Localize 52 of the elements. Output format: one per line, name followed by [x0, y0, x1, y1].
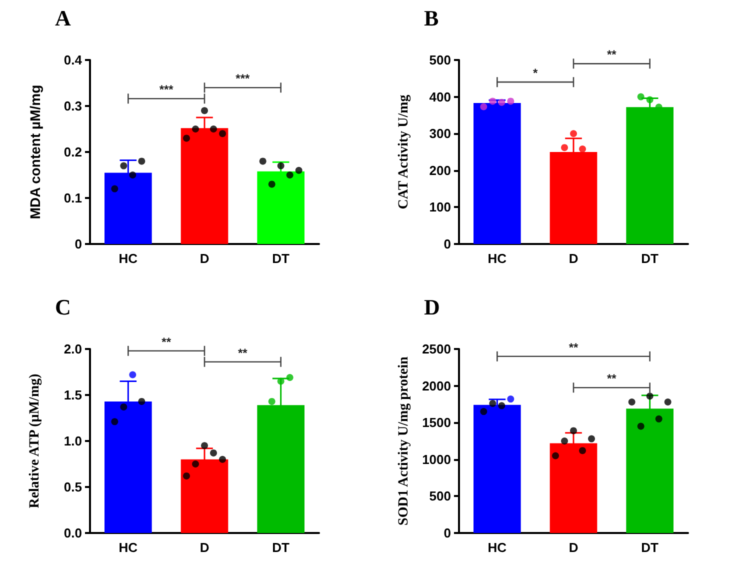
y-tick-label: 500 — [429, 488, 451, 504]
x-tick-label: HC — [118, 540, 138, 555]
y-tick-label: 300 — [429, 126, 451, 142]
chart-title: B — [424, 6, 439, 30]
y-tick-label: 0.0 — [64, 526, 82, 540]
annotation: ** — [606, 48, 617, 62]
y-tick-label: 0 — [444, 526, 451, 540]
chart-title: C — [55, 294, 71, 320]
x-tick-label: D — [568, 540, 578, 555]
annotation: *** — [159, 82, 174, 97]
text: ** — [162, 334, 172, 349]
y-tick-label: 2500 — [422, 342, 451, 356]
y-tick-label: 400 — [429, 89, 451, 104]
bar — [474, 103, 521, 244]
y-tick-label: 2000 — [422, 378, 451, 394]
y-tick-label: 0.2 — [64, 144, 82, 160]
bar — [257, 171, 304, 244]
x-tick-label: DT — [641, 251, 659, 266]
annotation: ** — [568, 340, 578, 354]
y-tick-label: 0.4 — [64, 52, 83, 68]
y-tick-label: 1.5 — [64, 388, 82, 402]
x-tick-label: HC — [488, 251, 508, 266]
x-tick-label: D — [200, 251, 210, 266]
y-axis-title: CAT Activity U/mg — [396, 94, 412, 210]
y-axis-title: MDA content µM/mg — [27, 84, 43, 220]
y-tick-label: 0.5 — [64, 480, 82, 494]
y-tick-label: 500 — [429, 52, 451, 68]
y-tick-label: 1500 — [422, 415, 451, 430]
y-tick-label: 0.1 — [64, 190, 82, 206]
y-tick-label: 0 — [74, 236, 82, 252]
x-tick-label: DT — [272, 540, 290, 555]
y-tick-label: 0 — [444, 236, 451, 252]
y-axis-title: SOD1 Activity U/mg protein — [396, 356, 412, 526]
annotation: ** — [606, 372, 617, 386]
y-tick-label: 1.0 — [64, 434, 82, 448]
annotation: * — [532, 66, 538, 80]
y-tick-label: 100 — [429, 200, 451, 215]
y-tick-label: 2.0 — [64, 342, 82, 356]
x-tick-label: DT — [272, 251, 290, 266]
x-tick-label: HC — [488, 540, 508, 555]
chart-title: D — [424, 294, 440, 320]
chart-title: A — [55, 6, 71, 30]
y-axis-title: Relative ATP (µM/mg) — [28, 373, 42, 508]
annotation: *** — [236, 72, 250, 86]
annotation: ** — [238, 346, 248, 360]
x-tick-label: D — [200, 540, 210, 555]
x-tick-label: HC — [118, 251, 138, 266]
y-tick-label: 0.3 — [64, 98, 82, 114]
x-tick-label: DT — [641, 540, 659, 555]
y-tick-label: 200 — [429, 162, 451, 178]
y-tick-label: 1000 — [422, 452, 451, 467]
x-tick-label: D — [568, 251, 578, 266]
